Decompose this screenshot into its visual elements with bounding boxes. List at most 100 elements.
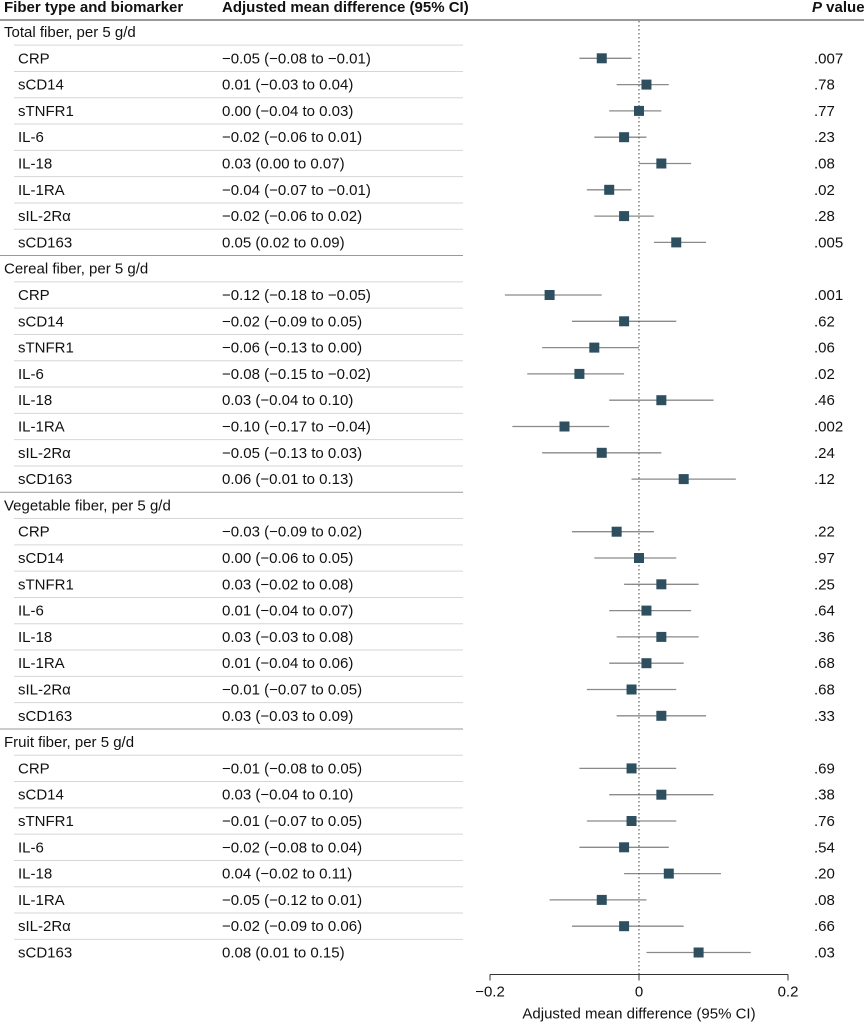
biomarker-label: IL-6 — [18, 603, 44, 620]
p-value-label: .02 — [814, 182, 835, 199]
header-group-column: Fiber type and biomarker — [4, 0, 183, 16]
estimate-ci-label: −0.02 (−0.09 to 0.05) — [222, 313, 362, 330]
estimate-ci-label: 0.03 (−0.04 to 0.10) — [222, 392, 353, 409]
p-value-label: .28 — [814, 208, 835, 225]
point-estimate-marker — [604, 184, 615, 195]
estimate-ci-label: 0.05 (0.02 to 0.09) — [222, 234, 345, 251]
biomarker-label: sIL-2Rα — [18, 918, 71, 935]
p-value-label: .02 — [814, 366, 835, 383]
header-p-italic: P — [812, 0, 823, 16]
p-value-label: .76 — [814, 813, 835, 830]
estimate-ci-label: −0.01 (−0.07 to 0.05) — [222, 682, 362, 699]
point-estimate-marker — [596, 894, 607, 905]
p-value-label: .78 — [814, 77, 835, 94]
point-estimate-marker — [619, 842, 630, 853]
table-body: Total fiber, per 5 g/d CRP −0.05 (−0.08 to… — [0, 19, 864, 962]
point-estimate-marker — [656, 631, 667, 642]
p-value-label: .005 — [814, 234, 843, 251]
point-estimate-marker — [641, 605, 652, 616]
biomarker-label: IL-18 — [18, 392, 52, 409]
biomarker-label: sCD14 — [18, 77, 64, 94]
header-p-rest: value — [822, 0, 864, 16]
estimate-ci-label: −0.12 (−0.18 to −0.05) — [222, 287, 371, 304]
estimate-ci-label: 0.03 (−0.04 to 0.10) — [222, 787, 353, 804]
header-estimate-column: Adjusted mean difference (95% CI) — [222, 0, 469, 16]
biomarker-label: sIL-2Rα — [18, 208, 71, 225]
group-label: Total fiber, per 5 g/d — [4, 24, 136, 41]
biomarker-label: sCD14 — [18, 787, 64, 804]
estimate-ci-label: −0.04 (−0.07 to −0.01) — [222, 182, 371, 199]
p-value-label: .23 — [814, 129, 835, 146]
group-label: Cereal fiber, per 5 g/d — [4, 261, 148, 278]
biomarker-label: IL-18 — [18, 156, 52, 173]
header-p-value-column: P value — [812, 0, 864, 16]
point-estimate-marker — [693, 947, 704, 958]
estimate-ci-label: −0.02 (−0.09 to 0.06) — [222, 918, 362, 935]
biomarker-label: sIL-2Rα — [18, 682, 71, 699]
p-value-label: .06 — [814, 340, 835, 357]
biomarker-label: IL-1RA — [18, 182, 65, 199]
p-value-label: .002 — [814, 419, 843, 436]
estimate-ci-label: 0.03 (−0.03 to 0.08) — [222, 629, 353, 646]
estimate-ci-label: −0.01 (−0.08 to 0.05) — [222, 760, 362, 777]
estimate-ci-label: 0.01 (−0.04 to 0.06) — [222, 655, 353, 672]
point-estimate-marker — [619, 921, 630, 932]
p-value-label: .68 — [814, 682, 835, 699]
point-estimate-marker — [626, 684, 637, 695]
biomarker-label: IL-6 — [18, 839, 44, 856]
estimate-ci-label: −0.02 (−0.08 to 0.04) — [222, 839, 362, 856]
estimate-ci-label: −0.01 (−0.07 to 0.05) — [222, 813, 362, 830]
point-estimate-marker — [641, 79, 652, 90]
biomarker-label: IL-1RA — [18, 655, 65, 672]
point-estimate-marker — [544, 290, 555, 300]
estimate-ci-label: 0.01 (−0.04 to 0.07) — [222, 603, 353, 620]
p-value-label: .25 — [814, 576, 835, 593]
p-value-label: .77 — [814, 103, 835, 120]
estimate-ci-label: −0.02 (−0.06 to 0.02) — [222, 208, 362, 225]
point-estimate-marker — [596, 447, 607, 458]
point-estimate-marker — [619, 132, 630, 143]
biomarker-label: CRP — [18, 524, 50, 541]
estimate-ci-label: −0.10 (−0.17 to −0.04) — [222, 419, 371, 436]
biomarker-label: IL-1RA — [18, 892, 65, 909]
biomarker-label: sCD14 — [18, 550, 64, 567]
group-label: Vegetable fiber, per 5 g/d — [4, 497, 171, 514]
biomarker-label: sTNFR1 — [18, 340, 74, 357]
estimate-ci-label: 0.08 (0.01 to 0.15) — [222, 945, 345, 962]
biomarker-label: sIL-2Rα — [18, 445, 71, 462]
p-value-label: .97 — [814, 550, 835, 567]
estimate-ci-label: 0.06 (−0.01 to 0.13) — [222, 471, 353, 488]
p-value-label: .33 — [814, 708, 835, 725]
biomarker-label: CRP — [18, 287, 50, 304]
estimate-ci-label: 0.00 (−0.04 to 0.03) — [222, 103, 353, 120]
biomarker-label: IL-18 — [18, 629, 52, 646]
p-value-label: .64 — [814, 603, 835, 620]
p-value-label: .08 — [814, 892, 835, 909]
biomarker-label: sCD163 — [18, 471, 72, 488]
biomarker-label: sTNFR1 — [18, 103, 74, 120]
x-axis-title: Adjusted mean difference (95% CI) — [522, 1006, 755, 1023]
x-tick-label: −0.2 — [475, 984, 505, 1001]
estimate-ci-label: −0.02 (−0.06 to 0.01) — [222, 129, 362, 146]
estimate-ci-label: 0.03 (−0.03 to 0.09) — [222, 708, 353, 725]
biomarker-label: sCD163 — [18, 708, 72, 725]
estimate-ci-label: 0.03 (−0.02 to 0.08) — [222, 576, 353, 593]
point-estimate-marker — [589, 342, 600, 353]
p-value-label: .001 — [814, 287, 843, 304]
p-value-label: .007 — [814, 50, 843, 67]
point-estimate-marker — [574, 368, 585, 379]
biomarker-label: IL-6 — [18, 129, 44, 146]
estimate-ci-label: −0.08 (−0.15 to −0.02) — [222, 366, 371, 383]
biomarker-label: IL-6 — [18, 366, 44, 383]
point-estimate-marker — [611, 526, 622, 537]
biomarker-label: sTNFR1 — [18, 576, 74, 593]
p-value-label: .03 — [814, 945, 835, 962]
p-value-label: .62 — [814, 313, 835, 330]
estimate-ci-label: 0.03 (0.00 to 0.07) — [222, 156, 345, 173]
biomarker-label: sCD14 — [18, 313, 64, 330]
biomarker-label: sTNFR1 — [18, 813, 74, 830]
point-estimate-marker — [596, 53, 607, 64]
point-estimate-marker — [671, 237, 682, 248]
biomarker-label: sCD163 — [18, 945, 72, 962]
